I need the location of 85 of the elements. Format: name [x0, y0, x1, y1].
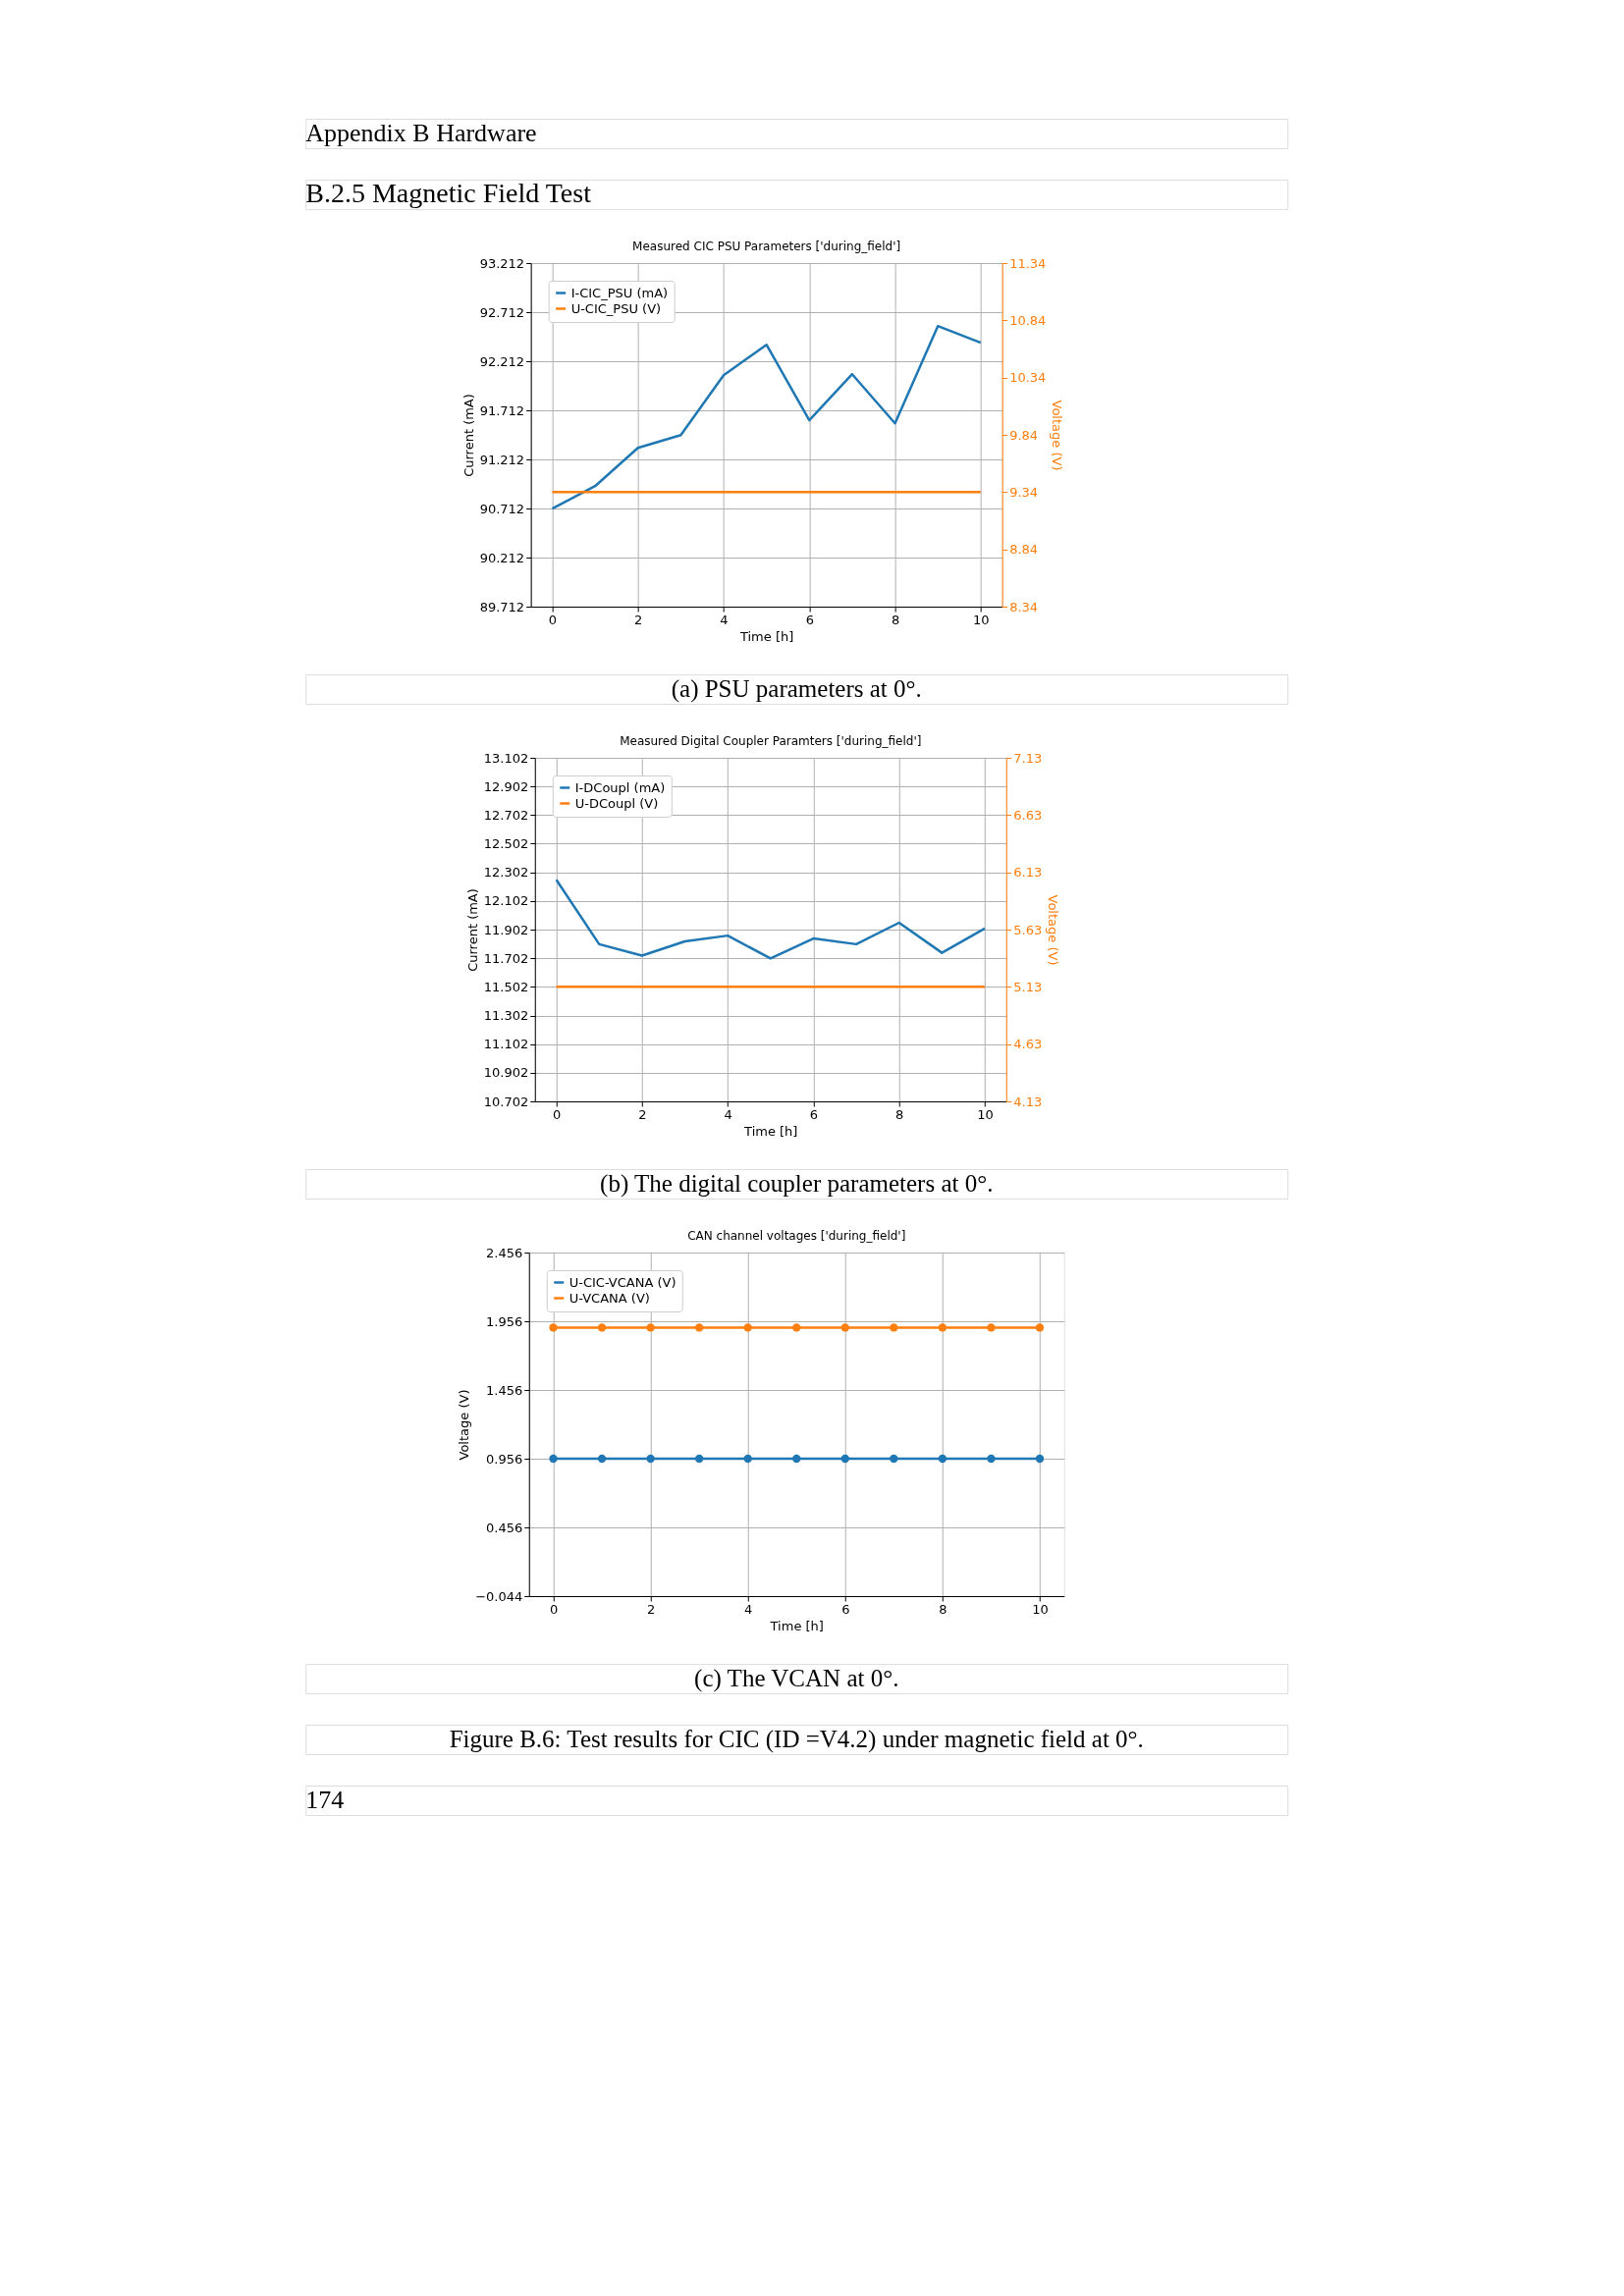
y2-tick-label: 6.63	[1013, 807, 1043, 823]
x-axis-title: Time [h]	[743, 1123, 798, 1139]
y-tick-label: 11.702	[483, 950, 529, 966]
text: B.2.5 Magnetic Field Test	[305, 178, 592, 208]
x-tick-label: 10	[973, 612, 990, 627]
y2-tick-label: 8.34	[1009, 599, 1039, 614]
y-tick-label: 10.902	[483, 1065, 529, 1081]
y-tick-label: 10.702	[483, 1094, 529, 1109]
x-tick-label: 0	[552, 1106, 562, 1122]
y2-tick-label: 7.13	[1013, 750, 1043, 766]
y-tick-label: 0.956	[486, 1451, 523, 1467]
y2-tick-label: 9.84	[1009, 427, 1039, 443]
y-tick-label: 1.956	[486, 1313, 523, 1329]
y2-axis-title: Voltage (V)	[1046, 894, 1061, 966]
y2-tick-label: 5.63	[1013, 922, 1043, 937]
x-tick-label: 6	[809, 1106, 819, 1122]
y2-tick-label: 6.13	[1013, 865, 1043, 881]
y2-tick-label: 10.34	[1009, 370, 1047, 386]
text: (a) PSU parameters at 0°.	[671, 675, 922, 703]
y-tick-label: 90.712	[479, 501, 525, 516]
y-tick-label: 11.102	[483, 1037, 529, 1052]
legend-label: I-CIC_PSU (mA)	[570, 285, 669, 300]
y2-tick-label: 8.84	[1009, 542, 1039, 558]
x-tick-label: 10	[977, 1106, 994, 1122]
y-axis-title: Current (mA)	[464, 888, 480, 972]
y-tick-label: 89.712	[479, 599, 525, 614]
y-tick-label: −0.044	[475, 1588, 523, 1604]
x-tick-label: 2	[646, 1601, 656, 1617]
y-tick-label: 11.502	[483, 979, 529, 994]
line-series	[555, 879, 987, 960]
text: Figure B.6: Test results for CIC (ID =V4.2) under magnetic field at 0°.	[449, 1726, 1144, 1753]
y-axis-title: Current (mA)	[460, 394, 476, 477]
x-tick-label: 6	[805, 612, 814, 627]
y-tick-label: 0.456	[486, 1520, 523, 1535]
y-tick-label: 92.712	[479, 304, 525, 320]
x-tick-label: 4	[724, 1106, 732, 1122]
x-tick-label: 0	[548, 612, 558, 627]
y-tick-label: 93.212	[479, 255, 525, 271]
y-axis-title: Voltage (V)	[457, 1389, 472, 1461]
y-tick-label: 13.102	[483, 750, 529, 766]
y-tick-label: 90.212	[479, 550, 525, 565]
x-axis-title: Time [h]	[769, 1618, 824, 1633]
x-tick-label: 8	[891, 612, 900, 627]
y2-tick-label: 5.13	[1013, 979, 1043, 994]
y2-tick-label: 9.34	[1009, 484, 1039, 500]
y2-tick-label: 11.34	[1009, 255, 1047, 271]
x-tick-label: 6	[841, 1601, 850, 1617]
y2-tick-label: 4.13	[1013, 1094, 1043, 1109]
y-tick-label: 92.212	[479, 353, 525, 369]
y-tick-label: 11.902	[483, 922, 529, 937]
y-tick-label: 12.302	[483, 865, 529, 881]
x-tick-label: 4	[720, 612, 729, 627]
text: (c) The VCAN at 0°.	[694, 1665, 899, 1692]
chart-title: CAN channel voltages ['during_field']	[687, 1229, 906, 1243]
y-tick-label: 12.502	[483, 836, 529, 851]
legend-label: U-DCoupl (V)	[574, 795, 659, 811]
y2-axis-title: Voltage (V)	[1050, 400, 1065, 471]
y-tick-label: 91.712	[479, 402, 525, 418]
text: 174	[305, 1786, 345, 1814]
text: Appendix B Hardware	[305, 119, 537, 147]
text: (b) The digital coupler parameters at 0°.	[600, 1170, 994, 1198]
chart-title: Measured Digital Coupler Paramters ['during_field']	[620, 734, 922, 748]
x-tick-label: 2	[638, 1106, 647, 1122]
y-tick-label: 12.902	[483, 778, 529, 794]
y2-tick-label: 4.63	[1013, 1037, 1043, 1052]
x-tick-label: 10	[1032, 1601, 1049, 1617]
legend-label: U-CIC_PSU (V)	[570, 300, 662, 316]
y-tick-label: 1.456	[486, 1382, 523, 1398]
y-tick-label: 12.102	[483, 893, 529, 909]
x-tick-label: 4	[744, 1601, 753, 1617]
x-tick-label: 8	[939, 1601, 947, 1617]
x-axis-title: Time [h]	[738, 628, 794, 644]
y2-tick-label: 10.84	[1009, 312, 1047, 328]
x-tick-label: 8	[895, 1106, 904, 1122]
y-tick-label: 12.702	[483, 807, 529, 823]
legend-label: I-DCoupl (mA)	[574, 779, 666, 795]
chart-title: Measured CIC PSU Parameters ['during_field']	[632, 240, 901, 253]
x-tick-label: 2	[634, 612, 643, 627]
legend-label: U-VCANA (V)	[568, 1290, 650, 1306]
legend-label: U-CIC-VCANA (V)	[568, 1274, 677, 1290]
y-tick-label: 2.456	[486, 1245, 523, 1260]
line-series	[551, 324, 983, 510]
y-tick-label: 11.302	[483, 1008, 529, 1023]
x-tick-label: 0	[549, 1601, 559, 1617]
y-tick-label: 91.212	[479, 452, 525, 467]
